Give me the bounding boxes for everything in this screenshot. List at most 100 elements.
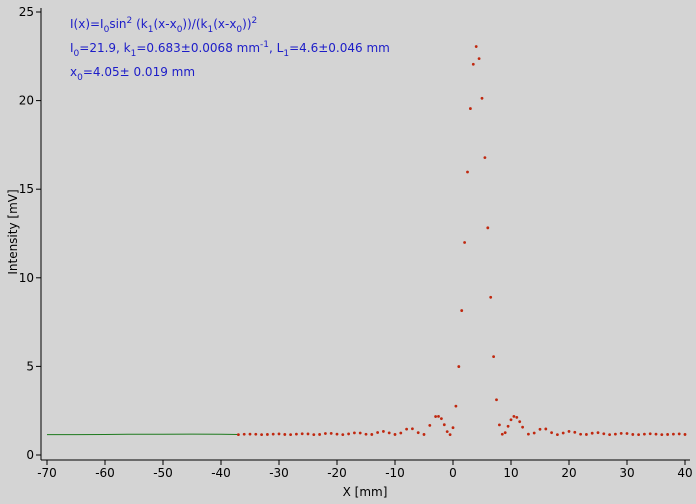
annotation-text: I(x)=I [70, 17, 104, 31]
data-point [460, 309, 464, 312]
data-point [512, 414, 516, 418]
data-point [318, 433, 321, 436]
x-tick-label: -60 [95, 466, 115, 480]
data-point [660, 433, 664, 437]
data-point [503, 431, 507, 435]
data-point [538, 427, 542, 431]
annotation-text: , L [269, 41, 284, 55]
data-point [614, 432, 617, 436]
annotation-text: sin [109, 17, 126, 31]
annotation-sub: 0 [104, 25, 110, 35]
data-point [411, 427, 414, 431]
data-point [556, 433, 559, 437]
data-point [370, 433, 374, 436]
annotation-text: )) [242, 17, 251, 31]
data-point [498, 423, 501, 427]
y-tick-label: 25 [19, 5, 34, 19]
data-point [254, 432, 258, 436]
data-point [509, 418, 513, 422]
annotation-text: (x-x [213, 17, 236, 31]
data-point [434, 415, 437, 418]
data-point [469, 107, 472, 110]
data-point [237, 433, 240, 437]
data-point [608, 433, 611, 437]
x-tick-label: -20 [327, 466, 347, 480]
annotation-text: x [70, 65, 77, 79]
data-point [324, 432, 327, 435]
data-point [416, 431, 420, 435]
data-point [666, 433, 669, 436]
data-point [271, 432, 275, 436]
annotation-sub: 1 [283, 49, 289, 59]
data-point [428, 424, 432, 427]
x-tick-label: -30 [269, 466, 289, 480]
annotation-sub: 1 [207, 25, 213, 35]
data-point [295, 432, 298, 436]
data-point [637, 433, 640, 437]
x-tick-label: 30 [619, 466, 634, 480]
data-point [625, 432, 629, 435]
data-point [631, 433, 635, 436]
data-point [277, 432, 281, 436]
data-point [283, 433, 287, 436]
data-point [353, 431, 356, 435]
data-point [341, 433, 345, 437]
data-point [590, 431, 594, 435]
data-point [289, 433, 292, 437]
data-point [527, 432, 530, 436]
annotation-text: =4.6±0.046 mm [289, 41, 390, 55]
x-tick-label: 10 [503, 466, 518, 480]
data-point [382, 430, 385, 433]
annotation-sub: 1 [148, 25, 154, 35]
annotation-sub: 1 [131, 49, 137, 59]
data-point [442, 423, 446, 427]
data-point [335, 432, 339, 436]
data-point [486, 226, 490, 230]
data-point [506, 424, 510, 428]
data-point [518, 420, 522, 424]
data-point [445, 430, 449, 434]
data-point [329, 431, 333, 435]
data-point [463, 241, 466, 244]
data-point [573, 430, 577, 434]
data-point [567, 430, 571, 433]
data-point [422, 433, 426, 436]
data-point [495, 398, 498, 402]
data-point [596, 431, 600, 435]
x-tick-label: 20 [561, 466, 576, 480]
data-point [405, 427, 408, 431]
y-axis-label: Intensity [mV] [6, 189, 20, 274]
x-axis-label: X [mm] [343, 485, 388, 499]
data-point [619, 431, 623, 435]
annotation-text: (k [132, 17, 147, 31]
data-line [47, 433, 239, 436]
annotation-text: (x-x [153, 17, 176, 31]
data-point [457, 365, 461, 368]
data-point [448, 433, 452, 437]
data-point [260, 433, 263, 437]
data-point [550, 431, 553, 435]
data-point [544, 427, 548, 431]
data-point [561, 431, 565, 435]
annotation-text: I [70, 41, 74, 55]
y-tick-label: 5 [26, 359, 34, 373]
annotation-text: =21.9, k [79, 41, 130, 55]
y-tick-label: 0 [26, 448, 34, 462]
data-point [515, 416, 519, 419]
annotation-sub: 0 [177, 25, 183, 35]
x-tick-label: 0 [449, 466, 457, 480]
data-point [492, 355, 495, 359]
annotation-sup: -1 [260, 40, 269, 50]
annotation-sub: 0 [74, 49, 80, 59]
data-point [306, 432, 310, 436]
data-point [266, 433, 269, 436]
annotation: I0=21.9, k1=0.683±0.0068 mm-1, L1=4.6±0.… [70, 40, 390, 59]
data-point [437, 414, 440, 418]
data-point [602, 432, 606, 436]
data-point [364, 432, 368, 436]
annotation: I(x)=I0sin2 (k1(x-x0))/(k1(x-x0))2 [70, 16, 257, 35]
data-point [480, 96, 484, 100]
data-point [672, 432, 675, 436]
